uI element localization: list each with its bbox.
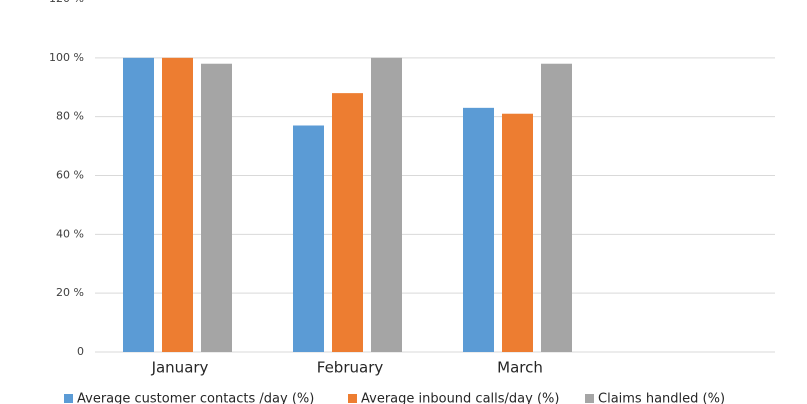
y-tick-label: 40 % xyxy=(56,227,84,240)
bar xyxy=(502,113,533,352)
y-tick-label: 60 % xyxy=(56,169,84,182)
legend-label: Average inbound calls/day (%) xyxy=(361,392,559,404)
bar xyxy=(541,63,572,352)
bar xyxy=(201,63,232,352)
legend-swatch xyxy=(585,394,594,403)
x-tick-label: March xyxy=(497,359,543,377)
x-tick-label: February xyxy=(317,359,384,377)
y-tick-label: 20 % xyxy=(56,286,84,299)
y-tick-label: 120 % xyxy=(49,0,84,5)
x-tick-label: January xyxy=(151,359,209,377)
y-tick-label: 100 % xyxy=(49,51,84,64)
bar xyxy=(371,57,402,352)
legend-swatch xyxy=(348,394,357,403)
y-tick-label: 0 xyxy=(77,345,84,358)
legend-label: Average customer contacts /day (%) xyxy=(77,392,314,404)
bar xyxy=(123,57,154,352)
bar xyxy=(162,57,193,352)
bar xyxy=(463,107,494,352)
legend-swatch xyxy=(64,394,73,403)
bar xyxy=(332,93,363,352)
bar xyxy=(293,125,324,352)
y-tick-label: 80 % xyxy=(56,110,84,123)
legend-label: Claims handled (%) xyxy=(598,392,725,404)
